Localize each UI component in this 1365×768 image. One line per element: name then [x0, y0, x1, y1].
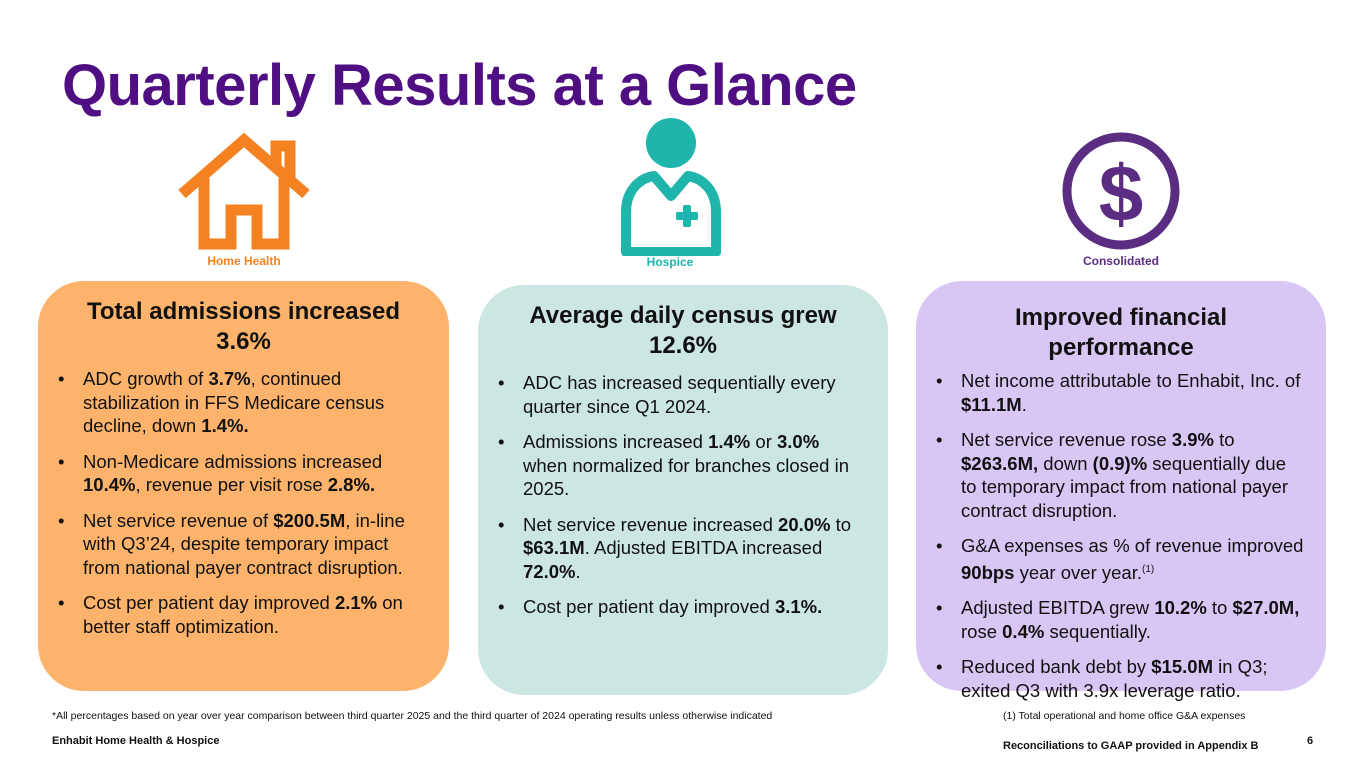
house-icon — [176, 132, 312, 250]
bullet-item: Adjusted EBITDA grew 10.2% to $27.0M, ro… — [936, 596, 1306, 643]
svg-text:$: $ — [1099, 149, 1144, 238]
bullet-item: Net service revenue rose 3.9% to $263.6M… — [936, 428, 1306, 522]
home-health-label: Home Health — [207, 254, 281, 268]
home-health-bullets: ADC growth of 3.7%, continued stabilizat… — [58, 367, 429, 638]
page-number: 6 — [1307, 735, 1314, 747]
footnote-ga-expenses: (1) Total operational and home office G&… — [1003, 710, 1246, 722]
bullet-item: Net service revenue increased 20.0% to $… — [498, 513, 868, 584]
footnote-percentages: *All percentages based on year over year… — [52, 710, 773, 722]
bullet-item: G&A expenses as % of revenue improved 90… — [936, 534, 1306, 584]
consolidated-card: Improved financial performance Net incom… — [916, 281, 1326, 701]
hospice-card: Average daily census grew 12.6% ADC has … — [478, 285, 888, 695]
footer-company-name: Enhabit Home Health & Hospice — [52, 735, 220, 747]
hospice-heading: Average daily census grew 12.6% — [529, 302, 837, 359]
bullet-item: Net service revenue of $200.5M, in-line … — [58, 509, 429, 580]
footer-reconciliation-note: Reconciliations to GAAP provided in Appe… — [1003, 740, 1259, 752]
bullet-item: Cost per patient day improved 2.1% on be… — [58, 591, 429, 638]
consolidated-label: Consolidated — [1082, 254, 1159, 268]
bullet-item: Admissions increased 1.4% or 3.0% when n… — [498, 430, 868, 501]
caregiver-icon — [618, 116, 724, 257]
hospice-label: Hospice — [646, 255, 694, 269]
bullet-item: Non-Medicare admissions increased 10.4%,… — [58, 450, 429, 497]
bullet-item: ADC has increased sequentially every qua… — [498, 371, 868, 418]
dollar-icon: $ — [1060, 130, 1182, 252]
home-health-card: Total admissions increased 3.6% ADC grow… — [38, 281, 449, 691]
home-health-heading: Total admissions increased 3.6% — [87, 298, 400, 355]
page-title: Quarterly Results at a Glance — [62, 53, 857, 118]
consolidated-bullets: Net income attributable to Enhabit, Inc.… — [936, 369, 1306, 702]
hospice-bullets: ADC has increased sequentially every qua… — [498, 371, 868, 619]
bullet-item: Net income attributable to Enhabit, Inc.… — [936, 369, 1306, 416]
bullet-item: ADC growth of 3.7%, continued stabilizat… — [58, 367, 429, 438]
consolidated-heading: Improved financial performance — [1014, 304, 1228, 361]
bullet-item: Cost per patient day improved 3.1%. — [498, 595, 868, 619]
bullet-item: Reduced bank debt by $15.0M in Q3; exite… — [936, 655, 1306, 702]
